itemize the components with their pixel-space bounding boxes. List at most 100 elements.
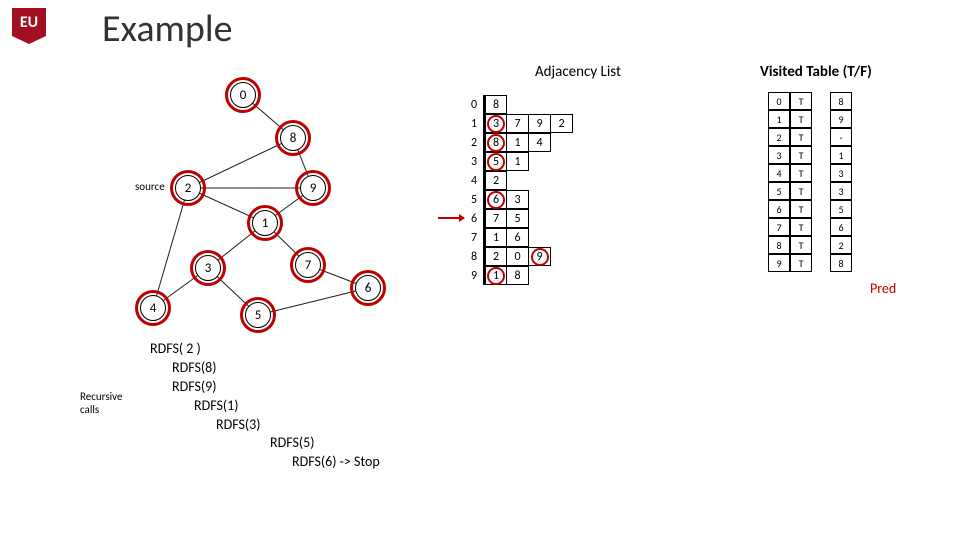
visited-cell: 8 bbox=[830, 254, 852, 272]
visited-row: 1T9 bbox=[768, 110, 852, 128]
visited-cell: T bbox=[790, 110, 812, 128]
visited-cell: 1 bbox=[830, 146, 852, 164]
visited-cell: - bbox=[830, 128, 852, 146]
visited-cell: 6 bbox=[768, 200, 790, 218]
adj-index: 7 bbox=[465, 228, 485, 247]
adj-index: 4 bbox=[465, 171, 485, 190]
visited-cell: 2 bbox=[830, 236, 852, 254]
adj-row-9: 918 bbox=[465, 266, 573, 285]
adj-ring bbox=[487, 267, 505, 285]
graph-area: 0829137456 bbox=[100, 80, 450, 330]
adj-cell: 1 bbox=[507, 134, 529, 151]
adj-ring bbox=[487, 153, 505, 171]
visited-cell: 3 bbox=[830, 164, 852, 182]
adj-row-5: 563 bbox=[465, 190, 573, 209]
adj-row-7: 716 bbox=[465, 228, 573, 247]
visited-cell bbox=[812, 146, 830, 164]
adj-row-3: 351 bbox=[465, 152, 573, 171]
adj-cell: 4 bbox=[529, 134, 551, 151]
visited-cell: T bbox=[790, 146, 812, 164]
visited-cell: 0 bbox=[768, 92, 790, 110]
adj-index: 2 bbox=[465, 133, 485, 152]
adj-cell: 5 bbox=[507, 210, 529, 227]
logo: EU bbox=[12, 8, 54, 44]
visited-cell: 9 bbox=[830, 110, 852, 128]
visited-row: 4T3 bbox=[768, 164, 852, 182]
visited-cell: T bbox=[790, 128, 812, 146]
visited-cell: 9 bbox=[768, 254, 790, 272]
adj-row-8: 8209 bbox=[465, 247, 573, 266]
visited-row: 5T3 bbox=[768, 182, 852, 200]
visited-cell bbox=[812, 254, 830, 272]
visited-cell: 5 bbox=[768, 182, 790, 200]
graph-node-3: 3 bbox=[195, 255, 221, 281]
adj-index: 0 bbox=[465, 95, 485, 114]
adjacency-list: 08137922814351425636757168209918 bbox=[465, 95, 573, 285]
graph-node-8: 8 bbox=[280, 125, 306, 151]
page-title: Example bbox=[102, 6, 232, 52]
graph-node-0: 0 bbox=[230, 82, 256, 108]
adj-cell: 8 bbox=[485, 96, 507, 113]
visited-cell: T bbox=[790, 92, 812, 110]
visited-cell: 3 bbox=[768, 146, 790, 164]
adj-index: 1 bbox=[465, 114, 485, 133]
visited-cell bbox=[812, 164, 830, 182]
recursive-line: RDFS(3) bbox=[216, 416, 380, 435]
visited-row: 6T5 bbox=[768, 200, 852, 218]
adj-index: 9 bbox=[465, 266, 485, 285]
visited-cell: T bbox=[790, 182, 812, 200]
recursive-line: RDFS(1) bbox=[194, 397, 380, 416]
visited-cell: 8 bbox=[830, 92, 852, 110]
recursive-line: RDFS(9) bbox=[172, 378, 380, 397]
visited-cell bbox=[812, 128, 830, 146]
adj-cell: 5 bbox=[485, 153, 507, 170]
adjacency-header: Adjacency List bbox=[535, 63, 621, 81]
visited-row: 0T8 bbox=[768, 92, 852, 110]
adj-row-2: 2814 bbox=[465, 133, 573, 152]
visited-cell: T bbox=[790, 254, 812, 272]
recursive-calls: RDFS( 2 )RDFS(8)RDFS(9)RDFS(1)RDFS(3) RDF… bbox=[150, 340, 380, 472]
adj-cell: 6 bbox=[507, 229, 529, 246]
pred-label: Pred bbox=[870, 280, 896, 297]
visited-row: 9T8 bbox=[768, 254, 852, 272]
visited-cell: T bbox=[790, 200, 812, 218]
adj-index: 5 bbox=[465, 190, 485, 209]
adj-row-4: 42 bbox=[465, 171, 573, 190]
visited-cell: 5 bbox=[830, 200, 852, 218]
graph-node-9: 9 bbox=[300, 175, 326, 201]
recursive-line: RDFS(6) -> Stop bbox=[292, 453, 380, 472]
adj-cell: 1 bbox=[485, 229, 507, 246]
adj-ring bbox=[531, 248, 549, 266]
visited-cell: T bbox=[790, 218, 812, 236]
graph-node-1: 1 bbox=[252, 210, 278, 236]
adj-cell: 2 bbox=[551, 115, 573, 132]
visited-cell: 3 bbox=[830, 182, 852, 200]
logo-text: EU bbox=[12, 8, 46, 36]
adj-cell: 1 bbox=[485, 267, 507, 284]
graph-node-5: 5 bbox=[245, 302, 271, 328]
graph-node-6: 6 bbox=[355, 275, 381, 301]
visited-cell: 4 bbox=[768, 164, 790, 182]
adj-cell: 2 bbox=[485, 172, 507, 189]
visited-cell bbox=[812, 92, 830, 110]
adj-ring bbox=[487, 115, 505, 133]
adj-ring bbox=[487, 191, 505, 209]
adj-row-6: 675 bbox=[465, 209, 573, 228]
adj-index: 6 bbox=[465, 209, 485, 228]
visited-cell bbox=[812, 110, 830, 128]
adj-cell: 8 bbox=[507, 267, 529, 284]
recursive-line: RDFS(8) bbox=[172, 359, 380, 378]
adj-row-0: 08 bbox=[465, 95, 573, 114]
adj-cell: 8 bbox=[485, 134, 507, 151]
adj-cell: 3 bbox=[507, 191, 529, 208]
graph-node-2: 2 bbox=[175, 175, 201, 201]
visited-cell: 8 bbox=[768, 236, 790, 254]
visited-row: 8T2 bbox=[768, 236, 852, 254]
adj-ring bbox=[487, 134, 505, 152]
recursive-line: RDFS( 2 ) bbox=[150, 340, 380, 359]
visited-cell: 2 bbox=[768, 128, 790, 146]
adj-cell: 7 bbox=[485, 210, 507, 227]
adj-index: 3 bbox=[465, 152, 485, 171]
adj-cell: 2 bbox=[485, 248, 507, 265]
visited-cell bbox=[812, 182, 830, 200]
